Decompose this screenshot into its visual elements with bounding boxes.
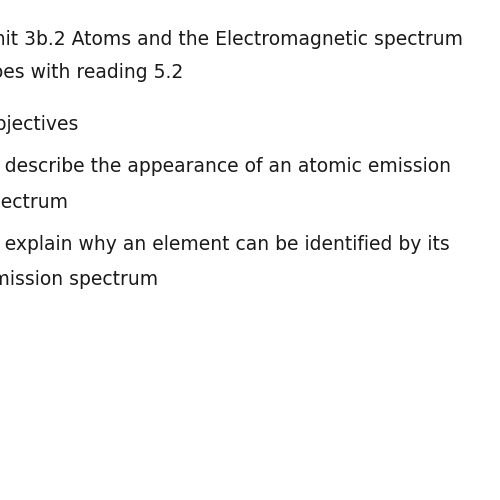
Text: spectrum: spectrum [0,192,69,212]
Text: Unit 3b.2 Atoms and the Electromagnetic spectrum: Unit 3b.2 Atoms and the Electromagnetic … [0,30,463,49]
Text: to explain why an element can be identified by its: to explain why an element can be identif… [0,235,450,254]
Text: goes with reading 5.2: goes with reading 5.2 [0,62,183,82]
Text: emission spectrum: emission spectrum [0,270,158,289]
Text: to describe the appearance of an atomic emission: to describe the appearance of an atomic … [0,158,451,176]
Text: Objectives: Objectives [0,115,78,134]
